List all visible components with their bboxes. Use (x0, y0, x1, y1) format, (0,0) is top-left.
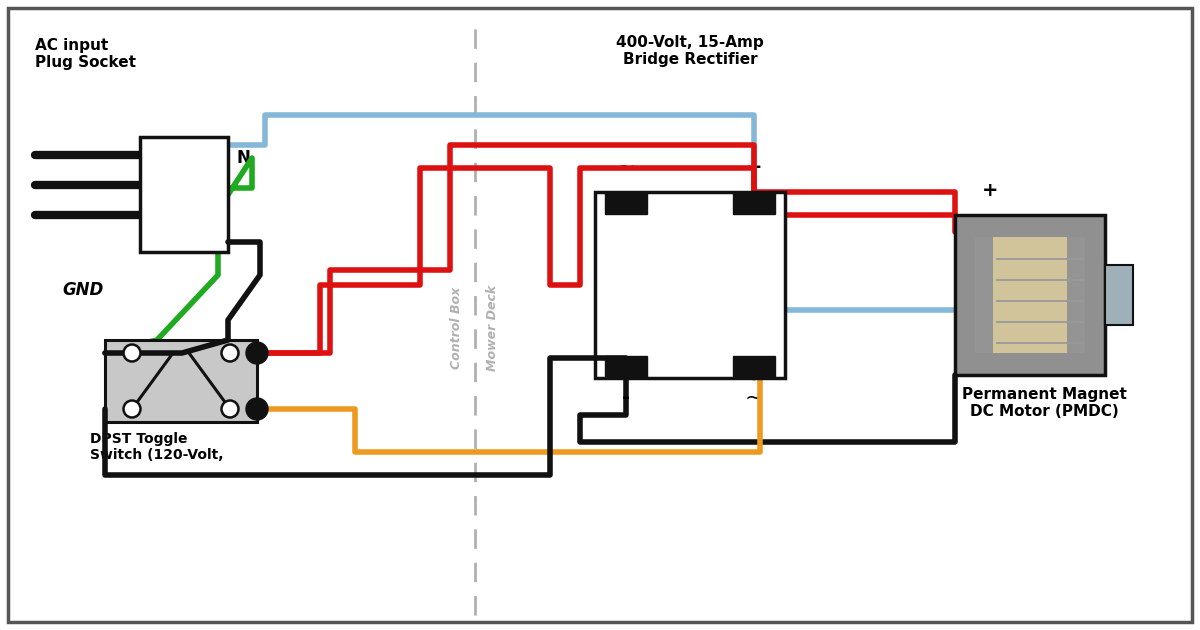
Bar (955, 215, 1105, 375)
Bar (974, 237, 994, 353)
Text: L: L (216, 222, 227, 240)
Text: 400-Volt, 15-Amp
Bridge Rectifier: 400-Volt, 15-Amp Bridge Rectifier (616, 35, 764, 67)
Circle shape (222, 401, 239, 418)
Bar (1105, 265, 1133, 326)
Text: GND: GND (62, 281, 103, 299)
Text: AC input
Plug Socket: AC input Plug Socket (35, 38, 136, 71)
Bar (106, 340, 257, 422)
Bar (605, 192, 647, 214)
Bar (595, 192, 785, 378)
Text: N: N (236, 149, 250, 167)
Text: ~: ~ (617, 157, 635, 177)
Circle shape (124, 401, 140, 418)
Polygon shape (710, 234, 734, 268)
Text: DPST Toggle
Switch (120-Volt,: DPST Toggle Switch (120-Volt, (90, 432, 223, 462)
Text: +: + (982, 181, 998, 200)
Bar (1067, 237, 1085, 353)
Bar (140, 137, 228, 252)
Text: ~: ~ (745, 388, 763, 408)
Circle shape (246, 398, 268, 420)
Circle shape (246, 342, 268, 364)
Text: -: - (622, 388, 630, 407)
Text: Control Box: Control Box (450, 287, 463, 369)
Polygon shape (710, 290, 734, 324)
Polygon shape (665, 234, 690, 268)
Text: +: + (745, 158, 762, 177)
Bar (605, 356, 647, 378)
Bar (733, 356, 775, 378)
Text: Mower Deck: Mower Deck (486, 285, 499, 370)
Circle shape (124, 345, 140, 362)
Bar (733, 192, 775, 214)
Circle shape (222, 345, 239, 362)
Text: Permanent Magnet
DC Motor (PMDC): Permanent Magnet DC Motor (PMDC) (961, 387, 1127, 420)
Polygon shape (665, 290, 690, 324)
Bar (974, 237, 1085, 353)
